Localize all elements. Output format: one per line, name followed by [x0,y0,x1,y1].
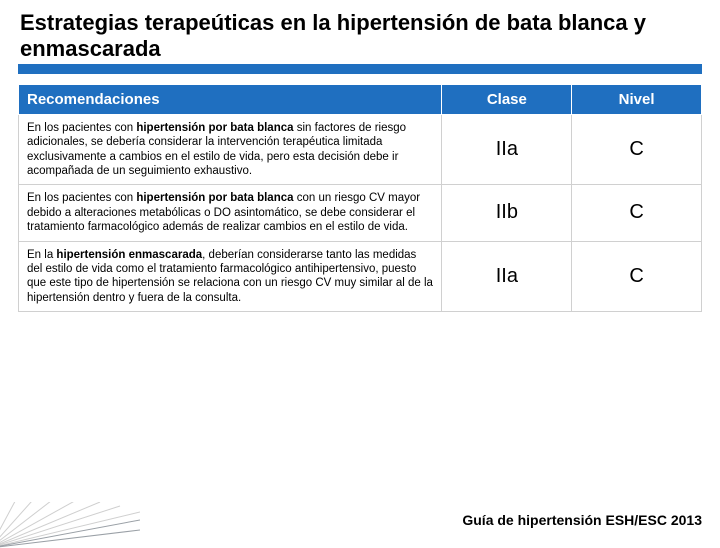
rec-text-pre: En la [27,249,56,261]
title-underline [18,68,702,74]
cell-nivel: C [572,185,702,241]
cell-nivel: C [572,114,702,185]
col-header-recomendaciones: Recomendaciones [19,84,442,114]
cell-clase: IIb [442,185,572,241]
title-bar: Estrategias terapeúticas en la hipertens… [18,8,702,74]
corner-decoration [0,502,140,548]
cell-nivel: C [572,241,702,312]
rec-text-bold: hipertensión enmascarada [56,249,202,261]
col-header-nivel: Nivel [572,84,702,114]
col-header-clase: Clase [442,84,572,114]
cell-clase: IIa [442,114,572,185]
slide: Estrategias terapeúticas en la hipertens… [0,8,720,548]
page-title: Estrategias terapeúticas en la hipertens… [18,8,702,64]
table-row: En los pacientes con hipertensión por ba… [19,185,702,241]
cell-recomendacion: En los pacientes con hipertensión por ba… [19,114,442,185]
table-row: En la hipertensión enmascarada, deberían… [19,241,702,312]
recommendations-table: Recomendaciones Clase Nivel En los pacie… [18,84,702,312]
rec-text-bold: hipertensión por bata blanca [136,192,293,204]
table-header-row: Recomendaciones Clase Nivel [19,84,702,114]
rec-text-pre: En los pacientes con [27,122,136,134]
rec-text-pre: En los pacientes con [27,192,136,204]
rec-text-bold: hipertensión por bata blanca [136,122,293,134]
cell-recomendacion: En los pacientes con hipertensión por ba… [19,185,442,241]
cell-clase: IIa [442,241,572,312]
cell-recomendacion: En la hipertensión enmascarada, deberían… [19,241,442,312]
footer-citation: Guía de hipertensión ESH/ESC 2013 [462,512,702,528]
table-row: En los pacientes con hipertensión por ba… [19,114,702,185]
